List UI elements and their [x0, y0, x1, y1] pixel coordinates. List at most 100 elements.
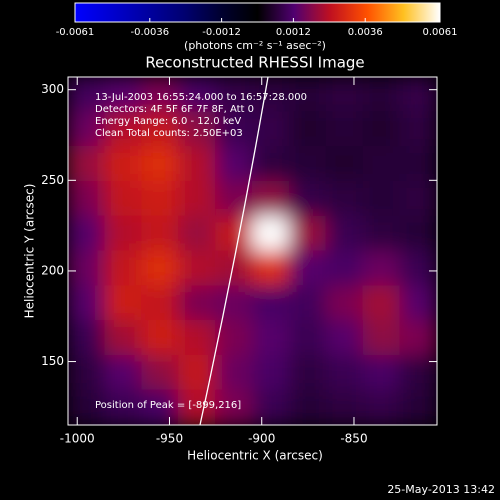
- image-pixel: [215, 77, 253, 113]
- image-pixel: [288, 111, 327, 148]
- image-pixel: [178, 285, 217, 322]
- image-pixel: [215, 250, 253, 287]
- image-pixel: [215, 146, 253, 182]
- image-pixel: [68, 77, 106, 113]
- x-tick-label: -900: [248, 432, 275, 446]
- image-pixel: [104, 146, 143, 182]
- image-pixel: [68, 111, 106, 148]
- colorbar: [74, 2, 441, 23]
- timestamp: 25-May-2013 13:42: [387, 483, 495, 496]
- image-pixel: [141, 111, 180, 148]
- image-pixel: [215, 285, 253, 322]
- image: [68, 77, 437, 425]
- image-pixel: [215, 111, 253, 148]
- image-pixel: [288, 285, 327, 322]
- image-pixel: [178, 77, 217, 113]
- image-pixel: [252, 146, 290, 182]
- peak-label: Position of Peak = [-899,216]: [95, 400, 241, 411]
- image-pixel: [68, 215, 106, 252]
- image-pixel: [252, 77, 290, 113]
- image-pixel: [325, 77, 364, 113]
- image-pixel: [252, 111, 290, 148]
- image-pixel: [288, 146, 327, 182]
- image-pixel: [288, 180, 327, 217]
- image-pixel: [141, 250, 180, 287]
- image-pixel: [325, 389, 364, 425]
- image-pixel: [104, 389, 143, 425]
- image-pixel: [104, 285, 143, 322]
- colorbar-tick-label: -0.0012: [202, 27, 241, 38]
- image-pixel: [362, 250, 401, 287]
- image-pixel: [362, 320, 401, 356]
- image-pixel: [215, 389, 253, 425]
- image-pixel: [104, 77, 143, 113]
- image-pixel: [141, 389, 180, 425]
- image-pixel: [252, 389, 290, 425]
- image-pixel: [362, 77, 401, 113]
- image-pixel: [141, 180, 180, 217]
- image-pixel: [362, 180, 401, 217]
- image-pixel: [325, 285, 364, 322]
- image-pixel: [399, 215, 437, 252]
- image-pixel: [399, 77, 437, 113]
- y-tick-label: 250: [41, 173, 64, 187]
- image-pixel: [325, 320, 364, 356]
- image-pixel: [141, 354, 180, 391]
- image-pixel: [178, 215, 217, 252]
- annotation: Detectors: 4F 5F 6F 7F 8F, Att 0: [95, 104, 254, 115]
- image-pixel: [288, 250, 327, 287]
- image-pixel: [104, 215, 143, 252]
- colorbar-tick-label: 0.0061: [423, 27, 458, 38]
- y-tick-label: 300: [41, 82, 64, 96]
- image-pixel: [252, 180, 290, 217]
- image-pixel: [362, 285, 401, 322]
- image-pixel: [288, 389, 327, 425]
- y-tick-label: 150: [41, 354, 64, 368]
- image-pixel: [141, 77, 180, 113]
- image-pixel: [215, 215, 253, 252]
- image-pixel: [215, 180, 253, 217]
- image-pixel: [399, 285, 437, 322]
- image-pixel: [104, 111, 143, 148]
- image-pixel: [325, 354, 364, 391]
- image-pixel: [68, 285, 106, 322]
- image-pixel: [178, 320, 217, 356]
- image-pixel: [362, 215, 401, 252]
- y-tick-label: 200: [41, 263, 64, 277]
- x-axis-label: Heliocentric X (arcsec): [187, 449, 323, 463]
- image-pixel: [252, 250, 290, 287]
- image-pixel: [68, 320, 106, 356]
- image-pixel: [178, 146, 217, 182]
- image-pixel: [325, 146, 364, 182]
- image-pixel: [399, 146, 437, 182]
- image-pixel: [104, 320, 143, 356]
- image-pixel: [178, 250, 217, 287]
- image-pixel: [68, 146, 106, 182]
- image-pixel: [178, 354, 217, 391]
- image-pixel: [104, 250, 143, 287]
- image-pixel: [399, 250, 437, 287]
- annotation: 13-Jul-2003 16:55:24.000 to 16:57:28.000: [95, 92, 307, 103]
- x-tick-label: -1000: [60, 432, 95, 446]
- image-pixel: [399, 111, 437, 148]
- image-pixel: [68, 180, 106, 217]
- image-pixel: [288, 354, 327, 391]
- image-pixel: [325, 180, 364, 217]
- image-pixel: [325, 215, 364, 252]
- image-pixel: [362, 111, 401, 148]
- image-pixel: [178, 111, 217, 148]
- image-pixel: [399, 180, 437, 217]
- image-pixel: [141, 285, 180, 322]
- image-pixel: [399, 320, 437, 356]
- chart-title: Reconstructed RHESSI Image: [145, 54, 364, 72]
- image-pixel: [215, 354, 253, 391]
- image-pixel: [325, 250, 364, 287]
- y-axis-label: Heliocentric Y (arcsec): [23, 184, 37, 319]
- colorbar-tick-label: 0.0036: [348, 27, 383, 38]
- x-tick-label: -950: [156, 432, 183, 446]
- colorbar-tick-label: -0.0036: [130, 27, 169, 38]
- colorbar-label: (photons cm⁻² s⁻¹ asec⁻²): [184, 39, 326, 52]
- image-pixel: [288, 215, 327, 252]
- image-pixel: [104, 354, 143, 391]
- image-pixel: [325, 111, 364, 148]
